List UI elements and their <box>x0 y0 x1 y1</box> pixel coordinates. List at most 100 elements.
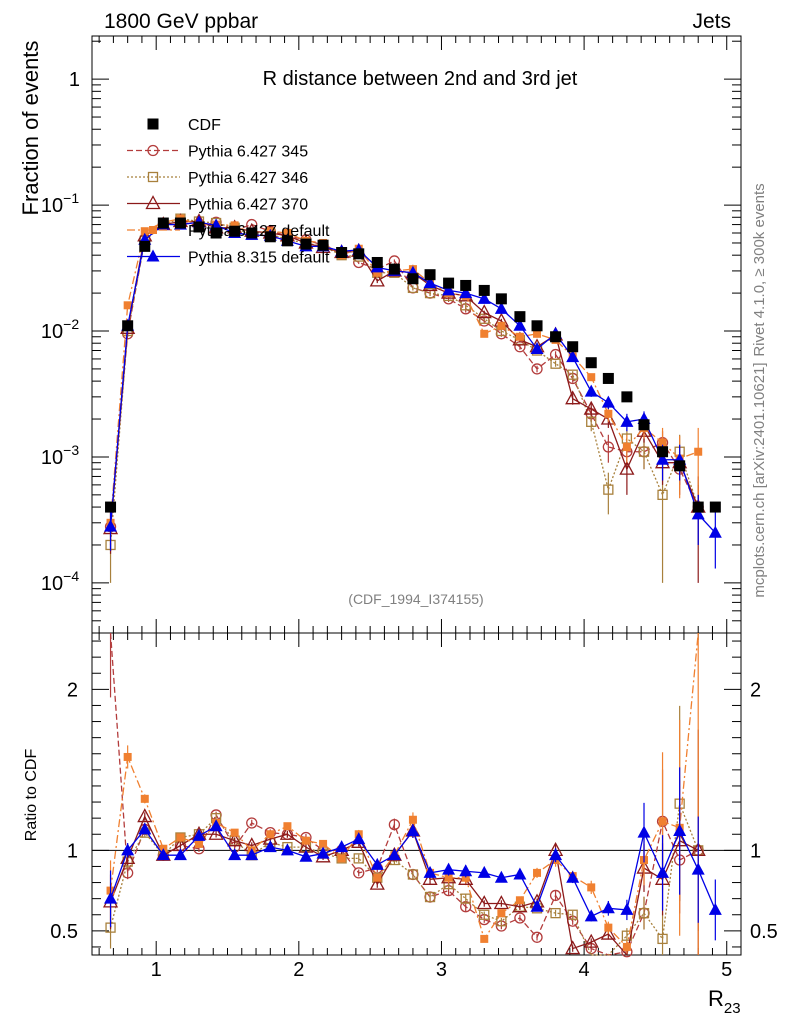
ratio-data-point <box>691 862 705 875</box>
y-tick-base: 10 <box>41 195 63 217</box>
ratio-data-point <box>173 848 187 861</box>
legend-label: Pythia 6.427 370 <box>188 197 308 214</box>
data-point <box>567 341 579 353</box>
ratio-data-point <box>175 832 186 843</box>
data-point <box>567 369 578 380</box>
mcplots-label: mcplots.cern.ch [arXiv:2401.10621] <box>751 362 768 597</box>
data-point <box>566 350 580 363</box>
ratio-data-point <box>566 870 580 883</box>
data-point <box>423 276 437 289</box>
data-point <box>638 419 650 431</box>
x-tick-label: 1 <box>151 959 162 981</box>
ratio-data-point <box>461 873 470 882</box>
data-point <box>480 329 489 338</box>
data-point <box>193 221 205 233</box>
data-point <box>122 320 134 332</box>
ratio-data-point <box>549 848 563 861</box>
ratio-data-point <box>369 875 385 890</box>
ratio-data-point <box>194 839 203 848</box>
data-point <box>691 507 705 520</box>
data-point <box>550 358 561 369</box>
data-point <box>139 240 151 252</box>
ratio-data-point <box>621 930 633 941</box>
y-tick-exponent: −4 <box>63 568 79 584</box>
legend-marker <box>149 226 157 234</box>
data-point <box>210 227 222 239</box>
ratio-data-point <box>657 933 668 945</box>
ratio-data-point <box>460 893 471 904</box>
ratio-data-point <box>587 883 596 892</box>
ratio-data-point <box>479 909 490 920</box>
legend-marker <box>147 118 159 130</box>
series-cdf <box>105 217 721 513</box>
ratio-series-line <box>109 803 699 956</box>
data-point <box>622 442 631 451</box>
y-tick-label: 10−2 <box>41 316 79 343</box>
ratio-data-point <box>230 828 239 837</box>
ratio-data-point <box>550 907 561 919</box>
main-axes: 110−110−210−310−4 <box>41 36 741 634</box>
ratio-data-point <box>266 830 275 839</box>
ratio-data-point <box>337 854 346 863</box>
legend-marker <box>147 144 159 157</box>
ratio-data-point <box>335 840 349 853</box>
data-point <box>407 273 419 285</box>
y-tick-exponent: −2 <box>63 316 79 332</box>
data-point <box>283 229 292 238</box>
ratio-data-point <box>373 873 382 882</box>
legend-label: Pythia 6.427 346 <box>188 170 308 187</box>
rivet-label: Rivet 4.1.0, ≥ 300k events <box>751 183 768 356</box>
ratio-data-point <box>319 839 328 848</box>
data-point <box>353 248 365 260</box>
data-point <box>442 283 456 296</box>
data-point <box>105 501 117 513</box>
y-tick-base: 10 <box>41 447 63 469</box>
data-point <box>514 311 526 323</box>
ratio-data-point <box>601 901 615 914</box>
data-point <box>602 441 614 453</box>
ratio-data-point <box>208 825 224 840</box>
ratio-y-axis-label: Ratio to CDF <box>23 749 40 842</box>
y-tick-exponent: −3 <box>63 442 79 458</box>
ratio-data-point <box>407 869 419 880</box>
ratio-data-point <box>176 833 185 842</box>
ratio-data-point <box>316 846 330 859</box>
x-axis-label: R23 <box>708 986 741 1017</box>
data-point <box>495 293 507 305</box>
data-point <box>603 484 614 495</box>
data-point <box>656 452 670 465</box>
data-point <box>157 217 169 229</box>
ratio-data-point <box>353 867 365 879</box>
ratio-y-tick-label-right: 0.5 <box>750 921 778 943</box>
ratio-data-point <box>512 898 528 913</box>
data-point <box>336 247 348 259</box>
data-point <box>264 231 276 243</box>
ratio-data-point <box>352 832 366 845</box>
data-point <box>459 286 473 299</box>
data-point <box>604 409 613 418</box>
data-point <box>369 272 385 287</box>
x-tick-label: 5 <box>721 959 732 981</box>
data-point <box>246 227 258 239</box>
ratio-y-tick-label-right: 1 <box>750 840 761 862</box>
x-axis-label-main: R <box>708 986 724 1011</box>
ratio-data-point <box>408 815 417 824</box>
chart-title: R distance between 2nd and 3rd jet <box>263 68 578 90</box>
ratio-data-point <box>424 891 436 903</box>
ratio-axes: 1 2 3 4 5 0.5 0.5 1 1 2 2 <box>50 633 778 981</box>
data-point <box>621 391 633 403</box>
ratio-data-point <box>583 933 599 948</box>
ratio-data-point <box>493 895 509 910</box>
header-right: Jets <box>692 10 731 33</box>
legend: CDF Pythia 6.427 345 Pythia 6.427 346 Pythi… <box>127 117 330 267</box>
y-tick-label: 10−4 <box>41 568 79 595</box>
data-point <box>140 227 149 236</box>
y-tick-base: 10 <box>41 321 63 343</box>
data-point <box>658 438 667 447</box>
data-point <box>443 277 455 289</box>
ratio-data-point <box>584 909 598 922</box>
ratio-data-point <box>656 865 670 878</box>
ratio-data-point <box>406 824 420 837</box>
ratio-y-tick-label: 2 <box>67 679 78 701</box>
ratio-data-point <box>388 818 401 831</box>
